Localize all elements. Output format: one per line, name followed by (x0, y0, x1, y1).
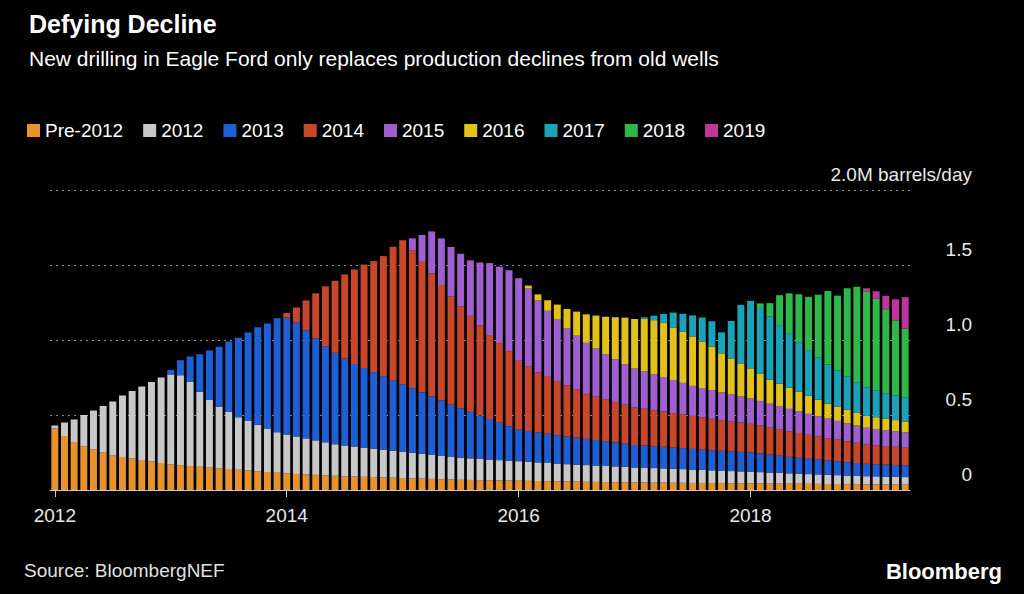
svg-text:2015: 2015 (402, 120, 444, 141)
svg-text:2014: 2014 (266, 505, 309, 526)
svg-text:2016: 2016 (498, 505, 540, 526)
svg-text:2012: 2012 (161, 120, 203, 141)
svg-text:New drilling in Eagle Ford onl: New drilling in Eagle Ford only replaces… (29, 47, 719, 70)
svg-text:Defying Decline: Defying Decline (29, 10, 217, 38)
svg-text:2016: 2016 (482, 120, 524, 141)
svg-text:0: 0 (961, 464, 972, 485)
svg-text:Source: BloombergNEF: Source: BloombergNEF (24, 560, 225, 581)
svg-text:2019: 2019 (723, 120, 765, 141)
svg-text:2018: 2018 (643, 120, 685, 141)
svg-text:Pre-2012: Pre-2012 (45, 120, 123, 141)
svg-text:2014: 2014 (322, 120, 365, 141)
svg-text:Bloomberg: Bloomberg (886, 559, 1002, 584)
svg-text:2013: 2013 (241, 120, 283, 141)
svg-text:2012: 2012 (34, 505, 76, 526)
svg-text:1.0: 1.0 (946, 314, 972, 335)
svg-text:2.0M barrels/day: 2.0M barrels/day (830, 164, 972, 185)
svg-text:2018: 2018 (729, 505, 771, 526)
svg-text:2017: 2017 (562, 120, 604, 141)
svg-text:0.5: 0.5 (946, 389, 972, 410)
svg-text:1.5: 1.5 (946, 239, 972, 260)
